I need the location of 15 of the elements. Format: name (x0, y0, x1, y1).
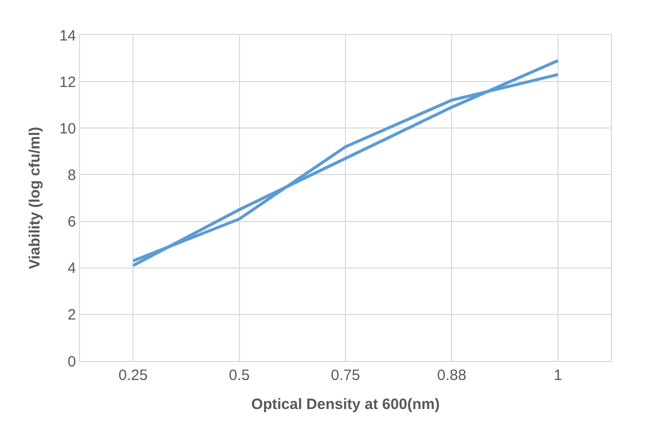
y-tick-label: 6 (68, 214, 76, 231)
y-tick-label: 0 (68, 353, 76, 370)
x-tick-label: 0.75 (330, 367, 360, 384)
y-tick-label: 12 (59, 74, 76, 91)
x-tick-label: 0.25 (118, 367, 148, 384)
y-tick-label: 10 (59, 120, 76, 138)
y-tick-label: 8 (68, 166, 76, 184)
x-tick-label: 0.5 (228, 367, 250, 384)
y-tick-label: 4 (68, 260, 76, 278)
x-axis-title: Optical Density at 600(nm) (251, 396, 440, 413)
y-tick-label: 2 (68, 306, 76, 324)
x-tick-label: 0.88 (437, 367, 466, 384)
x-tick-label: 1 (554, 367, 562, 384)
y-axis-title: Viability (log cfu/ml) (26, 126, 44, 270)
y-tick-label: 14 (59, 27, 76, 44)
